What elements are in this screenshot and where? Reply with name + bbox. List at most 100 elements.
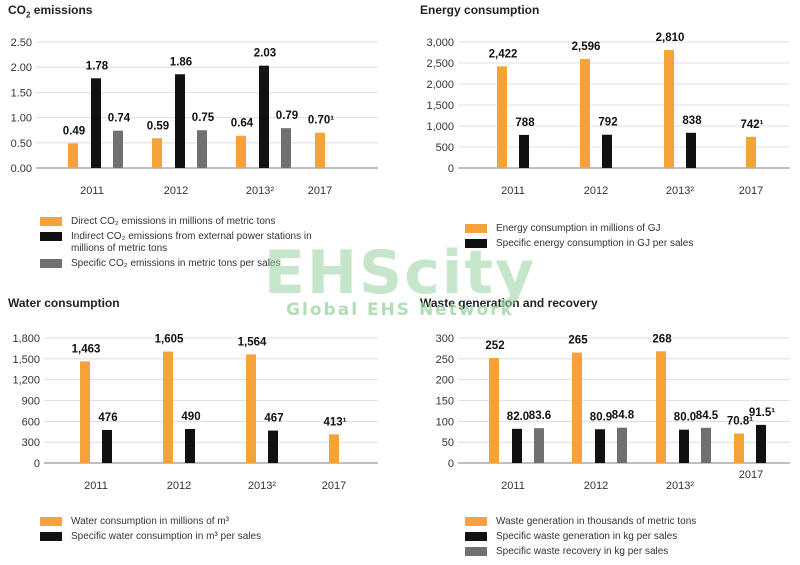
x-tick-label: 2013²: [246, 185, 274, 197]
legend-item: Specific waste generation in kg per sale…: [465, 531, 765, 543]
waste-chart-title: Waste generation and recovery: [420, 296, 598, 310]
y-tick-label: 1.00: [11, 113, 32, 125]
legend-swatch: [40, 532, 62, 541]
y-tick-label: 0: [448, 458, 454, 470]
data-label: 268: [652, 333, 672, 345]
y-tick-label: 600: [22, 416, 40, 428]
data-label: 80.9: [590, 411, 612, 423]
data-label: 1.78: [86, 60, 109, 72]
bar: [756, 424, 766, 463]
legend-item: Specific CO₂ emissions in metric tons pe…: [40, 258, 340, 270]
bar: [68, 143, 78, 168]
data-label: 742¹: [740, 119, 763, 131]
legend-label: Direct CO₂ emissions in millions of metr…: [71, 216, 276, 227]
data-label: 0.79: [276, 110, 298, 122]
bar: [664, 49, 674, 169]
data-label: 82.0: [507, 411, 529, 423]
y-tick-label: 150: [436, 396, 454, 408]
bar: [534, 428, 544, 463]
bar: [163, 351, 173, 463]
y-tick-label: 2,500: [426, 58, 454, 70]
bar: [686, 132, 696, 168]
legend-label: Waste generation in thousands of metric …: [496, 516, 697, 527]
bar: [580, 58, 590, 168]
x-tick-label: 2012: [584, 185, 608, 197]
legend-label: Specific waste recovery in kg per sales: [496, 546, 669, 557]
legend-item: Specific water consumption in m³ per sal…: [40, 531, 340, 543]
bar: [281, 128, 291, 168]
legend-label: Indirect CO₂ emissions from external pow…: [71, 231, 312, 254]
bar: [236, 135, 246, 168]
energy-legend: Energy consumption in millions of GJ Spec…: [465, 223, 765, 253]
energy-chart-title: Energy consumption: [420, 3, 540, 17]
co2-chart-title: CO2 emissions: [8, 3, 93, 20]
bar: [656, 351, 666, 463]
x-tick-label: 2012: [167, 480, 191, 492]
bar: [268, 430, 278, 463]
data-label: 83.6: [529, 410, 551, 422]
data-label: 1,564: [238, 336, 267, 348]
legend-item: Specific energy consumption in GJ per sa…: [465, 238, 765, 250]
bar: [602, 134, 612, 168]
waste-legend: Waste generation in thousands of metric …: [465, 516, 765, 561]
x-tick-label: 2013²: [248, 480, 276, 492]
data-label: 0.75: [192, 112, 215, 124]
x-tick-label: 2013²: [666, 480, 694, 492]
bar: [175, 74, 185, 168]
x-tick-label: 2013²: [666, 185, 694, 197]
y-tick-label: 0: [34, 458, 40, 470]
y-tick-label: 0.00: [11, 163, 32, 175]
legend-label: Specific CO₂ emissions in metric tons pe…: [71, 258, 281, 269]
x-tick-label: 2012: [164, 185, 188, 197]
x-tick-label: 2017: [308, 185, 332, 197]
y-tick-label: 1,200: [12, 375, 40, 387]
data-label: 490: [181, 411, 200, 423]
legend-item: Water consumption in millions of m³: [40, 516, 340, 528]
y-tick-label: 0: [448, 163, 454, 175]
legend-label: Specific energy consumption in GJ per sa…: [496, 238, 694, 249]
x-tick-label: 2017: [739, 185, 763, 197]
legend-swatch: [40, 217, 62, 226]
legend-item: Direct CO₂ emissions in millions of metr…: [40, 216, 340, 228]
legend-swatch: [465, 547, 487, 556]
x-tick-label: 2011: [501, 480, 525, 492]
bar: [102, 429, 112, 463]
legend-swatch: [465, 224, 487, 233]
legend-label: Water consumption in millions of m³: [71, 516, 230, 527]
bar: [746, 136, 756, 168]
bar: [595, 429, 605, 463]
bar: [679, 429, 689, 463]
y-tick-label: 250: [436, 354, 454, 366]
legend-swatch: [40, 232, 62, 241]
bar: [152, 138, 162, 168]
y-tick-label: 900: [22, 396, 40, 408]
y-tick-label: 2.50: [11, 37, 32, 49]
watermark-tagline: Global EHS Network: [286, 300, 514, 320]
water-chart-title: Water consumption: [8, 296, 120, 310]
data-label: 265: [568, 335, 588, 347]
data-label: 413¹: [323, 416, 346, 428]
x-tick-label: 2017: [322, 480, 346, 492]
legend-swatch: [40, 259, 62, 268]
y-tick-label: 1,800: [12, 333, 40, 345]
data-label: 0.64: [231, 118, 254, 130]
y-tick-label: 3,000: [426, 37, 454, 49]
bar: [197, 130, 207, 168]
data-label: 80.0: [674, 412, 696, 424]
water-legend: Water consumption in millions of m³ Speci…: [40, 516, 340, 546]
y-tick-label: 500: [436, 142, 454, 154]
data-label: 84.5: [696, 410, 719, 422]
x-tick-label: 2012: [584, 480, 608, 492]
data-label: 1.86: [170, 56, 192, 68]
data-label: 467: [264, 413, 283, 425]
x-tick-label: 2011: [501, 185, 525, 197]
data-label: 838: [682, 115, 702, 127]
y-tick-label: 300: [436, 333, 454, 345]
data-label: 0.70¹: [308, 115, 334, 127]
bar: [91, 78, 101, 168]
legend-item: Energy consumption in millions of GJ: [465, 223, 765, 235]
bar: [246, 354, 256, 463]
data-label: 91.5¹: [749, 407, 775, 419]
